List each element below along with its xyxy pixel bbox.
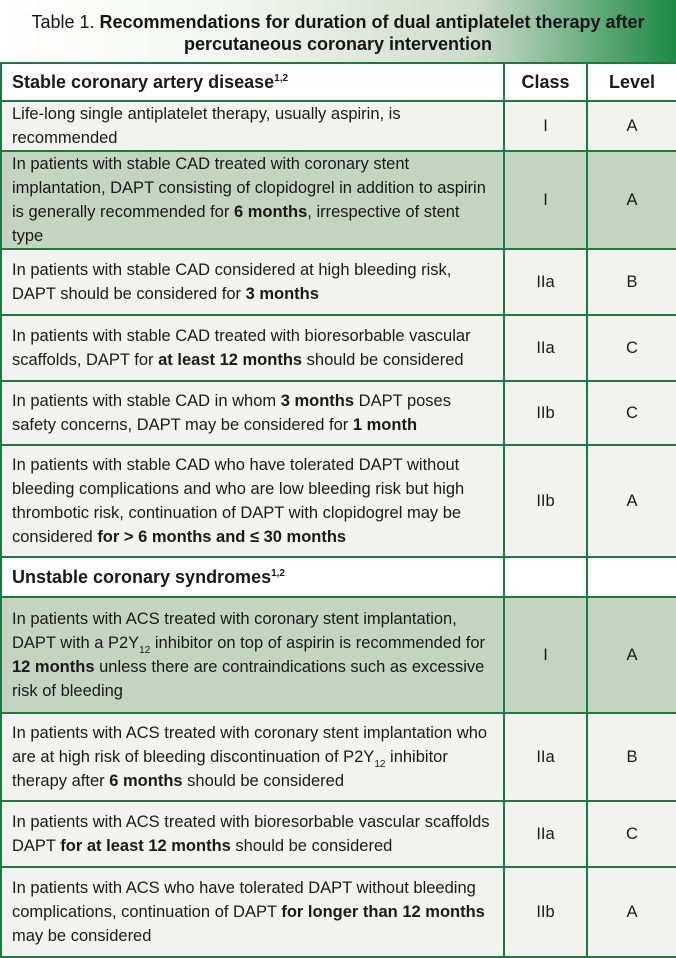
class-value: IIb — [503, 444, 588, 558]
empty-cell — [586, 556, 676, 598]
recommendation-row: Life-long single antiplatelet therapy, u… — [0, 100, 676, 152]
unstable-header-row: Unstable coronary syndromes1,2 — [0, 556, 676, 598]
recommendation-row: In patients with stable CAD considered a… — [0, 248, 676, 316]
level-value: A — [586, 444, 676, 558]
level-value: A — [586, 150, 676, 250]
level-value: B — [586, 712, 676, 802]
class-value: IIb — [503, 380, 588, 446]
class-value: IIa — [503, 248, 588, 316]
recommendation-text: In patients with ACS treated with corona… — [0, 596, 505, 714]
caption-title: Recommendations for duration of dual ant… — [99, 12, 645, 54]
level-value: C — [586, 380, 676, 446]
level-value: A — [586, 596, 676, 714]
recommendation-row: In patients with stable CAD in whom 3 mo… — [0, 380, 676, 446]
class-value: IIa — [503, 314, 588, 382]
recommendations-table: Stable coronary artery disease1,2 Class … — [0, 62, 676, 958]
class-column-header: Class — [503, 62, 588, 102]
recommendation-text: In patients with ACS who have tolerated … — [0, 866, 505, 958]
level-value: B — [586, 248, 676, 316]
class-value: IIb — [503, 866, 588, 958]
recommendation-row: In patients with stable CAD who have tol… — [0, 444, 676, 558]
recommendation-row: In patients with stable CAD treated with… — [0, 314, 676, 382]
table-caption: Table 1. Recommendations for duration of… — [0, 0, 676, 62]
recommendation-text: In patients with stable CAD treated with… — [0, 314, 505, 382]
recommendation-row: In patients with ACS treated with biores… — [0, 800, 676, 868]
recommendation-row: In patients with ACS treated with corona… — [0, 712, 676, 802]
level-value: C — [586, 800, 676, 868]
stable-header-row: Stable coronary artery disease1,2 Class … — [0, 62, 676, 102]
recommendation-text: In patients with stable CAD in whom 3 mo… — [0, 380, 505, 446]
recommendation-row: In patients with ACS who have tolerated … — [0, 866, 676, 958]
recommendation-text: In patients with stable CAD considered a… — [0, 248, 505, 316]
section-superscript: 1,2 — [271, 568, 285, 579]
level-value: A — [586, 100, 676, 152]
level-column-header: Level — [586, 62, 676, 102]
caption-prefix: Table 1. — [31, 12, 100, 32]
recommendation-row: In patients with ACS treated with corona… — [0, 596, 676, 714]
class-value: IIa — [503, 712, 588, 802]
recommendation-row: In patients with stable CAD treated with… — [0, 150, 676, 250]
class-value: I — [503, 100, 588, 152]
recommendation-text: In patients with ACS treated with biores… — [0, 800, 505, 868]
recommendation-text: Life-long single antiplatelet therapy, u… — [0, 100, 505, 152]
section-heading-unstable: Unstable coronary syndromes1,2 — [0, 556, 505, 598]
class-value: IIa — [503, 800, 588, 868]
recommendation-text: In patients with stable CAD who have tol… — [0, 444, 505, 558]
class-value: I — [503, 150, 588, 250]
empty-cell — [503, 556, 588, 598]
recommendation-text: In patients with stable CAD treated with… — [0, 150, 505, 250]
level-value: A — [586, 866, 676, 958]
level-value: C — [586, 314, 676, 382]
class-value: I — [503, 596, 588, 714]
section-heading-stable: Stable coronary artery disease1,2 — [0, 62, 505, 102]
section-superscript: 1,2 — [274, 73, 289, 84]
recommendation-text: In patients with ACS treated with corona… — [0, 712, 505, 802]
